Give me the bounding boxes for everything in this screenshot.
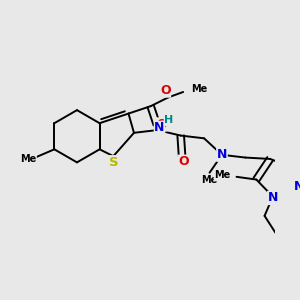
Text: N: N: [154, 122, 165, 134]
Text: O: O: [178, 155, 189, 168]
Text: H: H: [164, 116, 173, 125]
Text: O: O: [156, 118, 167, 131]
Text: N: N: [268, 191, 278, 205]
Text: Me: Me: [214, 170, 230, 180]
Text: O: O: [160, 84, 171, 97]
Text: Me: Me: [202, 175, 218, 184]
Text: Me: Me: [191, 84, 208, 94]
Text: S: S: [109, 156, 118, 169]
Text: Me: Me: [20, 154, 36, 164]
Text: N: N: [217, 148, 227, 161]
Text: N: N: [294, 180, 300, 193]
